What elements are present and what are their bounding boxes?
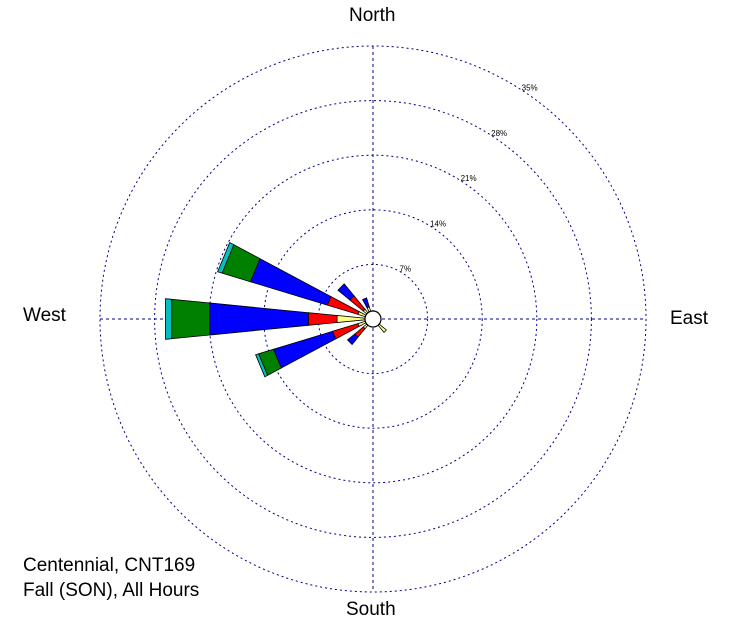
direction-label-east: East [670,308,709,329]
petal-270-segment-2 [307,312,338,326]
petal-315-segment-3 [337,283,355,301]
direction-label-south: South [346,599,396,620]
petal-247.5-segment-3 [272,330,337,369]
ring-label-1: 7% [400,265,412,274]
direction-label-north: North [349,5,396,26]
period-caption: Fall (SON), All Hours [23,580,200,601]
center-layer [364,310,382,328]
station-caption: Centennial, CNT169 [23,555,196,576]
petal-270-segment-1 [336,315,366,323]
ring-label-2: 14% [430,219,446,228]
petal-225-segment-3 [346,333,359,346]
petal-247.5-segment-5 [255,353,269,378]
petal-292.5-segment-3 [249,258,332,306]
direction-label-west: West [23,305,66,326]
petal-270-segment-4 [171,298,211,340]
ring-label-4: 28% [491,129,507,138]
petal-337.5-segment-2 [362,297,370,309]
petal-270-segment-3 [209,302,309,336]
petal-135-segment-1 [377,323,387,333]
ring-label-3: 21% [461,174,477,183]
ring-label-5: 35% [522,84,538,93]
calm-circle [364,310,382,328]
petal-layer [165,241,387,378]
petal-292.5-segment-5 [217,241,235,274]
grid-ring-2 [263,209,483,429]
petal-270-segment-5 [165,298,173,340]
